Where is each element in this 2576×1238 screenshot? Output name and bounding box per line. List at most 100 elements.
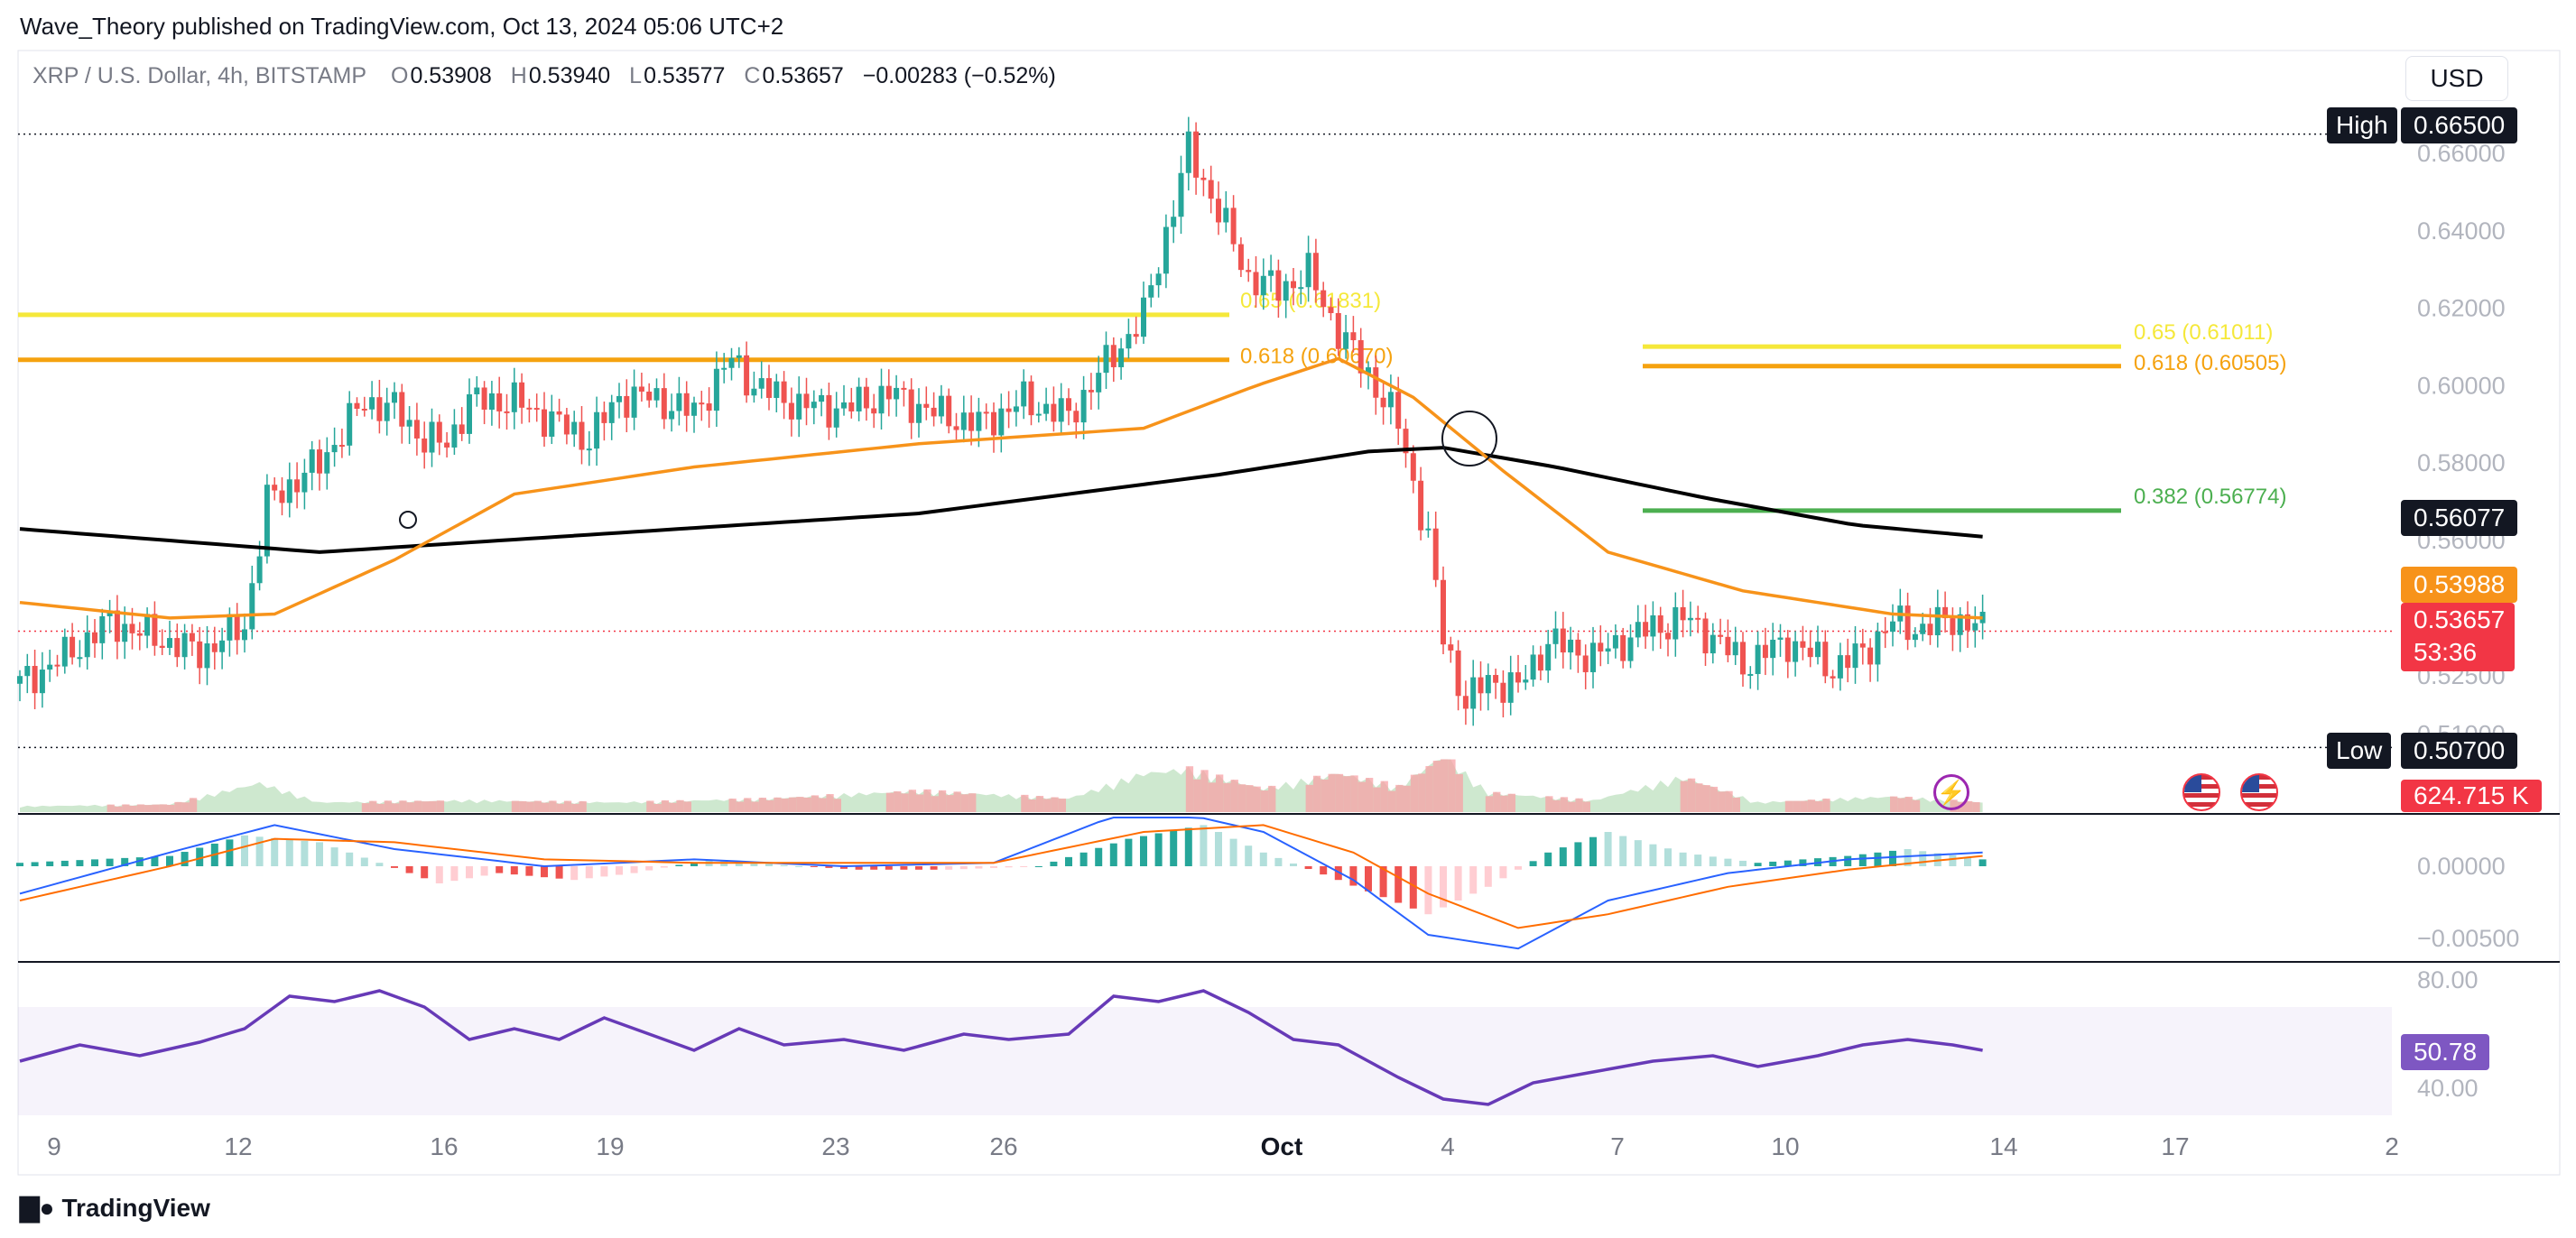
lightning-event-icon[interactable]: ⚡ <box>1933 774 1969 810</box>
volume-bar <box>1043 799 1052 812</box>
candle-body <box>1904 605 1911 641</box>
candle-body <box>1126 334 1132 349</box>
y-tick-label: 0.64000 <box>2417 217 2506 245</box>
candle-body <box>1268 270 1274 276</box>
rsi-tag: 50.78 <box>2401 1034 2490 1070</box>
candle-body <box>436 421 442 443</box>
volume-bar <box>1335 773 1344 812</box>
volume-bar <box>1784 800 1793 812</box>
volume-bar <box>1507 793 1515 812</box>
candle-countdown: 53:36 <box>2414 638 2478 666</box>
candle-body <box>1005 408 1012 412</box>
volume-bar <box>796 797 804 812</box>
currency-button[interactable]: USD <box>2405 56 2508 101</box>
volume-bar <box>653 803 662 812</box>
macd-hist-bar <box>405 866 413 873</box>
volume-bar <box>968 793 977 812</box>
candle-body <box>841 402 847 409</box>
volume-bar <box>1732 797 1740 812</box>
volume-bar <box>1246 785 1254 812</box>
macd-hist-bar <box>360 857 368 866</box>
volume-bar <box>819 798 827 812</box>
volume-bar <box>1965 800 1973 812</box>
macd-hist-bar <box>1559 847 1567 866</box>
volume-bar <box>1485 796 1494 812</box>
candle-body <box>1418 480 1424 531</box>
volume-tag: 624.715 K <box>2401 780 2542 812</box>
macd-hist-bar <box>1694 855 1702 866</box>
candle-body <box>219 640 226 652</box>
macd-hist-bar <box>1949 855 1957 866</box>
candle-body <box>1073 411 1080 423</box>
macd-hist-bar <box>330 847 338 866</box>
candle-body <box>1328 307 1334 313</box>
candle-body <box>631 386 637 418</box>
macd-hist-bar <box>1304 866 1312 870</box>
candle-body <box>1163 226 1169 274</box>
candle-body <box>1568 639 1574 653</box>
volume-bar <box>1403 785 1411 812</box>
x-tick-label: 10 <box>1771 1132 1799 1160</box>
candle-body <box>174 638 181 658</box>
candle-body <box>916 403 922 423</box>
candle-body <box>526 407 533 410</box>
macd-hist-bar <box>1020 866 1028 867</box>
candle-body <box>736 355 742 358</box>
fib-label: 0.618 (0.60505) <box>2134 351 2286 375</box>
macd-hist-bar <box>301 840 309 866</box>
macd-hist-bar <box>990 866 997 868</box>
x-tick-label: 23 <box>821 1132 849 1160</box>
macd-hist-bar <box>1454 866 1462 901</box>
candle-body <box>1673 606 1679 640</box>
candle-body <box>354 402 360 409</box>
candle-body <box>706 403 712 411</box>
candle-body <box>1635 622 1641 638</box>
candle-body <box>399 392 405 427</box>
macd-tick-label: −0.00500 <box>2417 925 2519 952</box>
volume-bar <box>1695 783 1703 812</box>
volume-bar <box>728 799 737 812</box>
candle-body <box>1912 633 1918 641</box>
candle-body <box>1373 367 1379 398</box>
volume-bar <box>392 803 400 812</box>
macd-hist-bar <box>616 866 623 875</box>
macd-hist-bar <box>1005 866 1013 868</box>
candle-body <box>242 629 247 641</box>
symbol-title[interactable]: XRP / U.S. Dollar, 4h, BITSTAMP <box>32 63 367 88</box>
macd-hist-bar <box>1109 843 1117 866</box>
macd-hist-bar <box>1334 866 1342 881</box>
macd-hist-bar <box>1649 844 1657 866</box>
macd-hist-bar <box>31 862 39 866</box>
candle-body <box>32 666 38 694</box>
candle-body <box>1523 679 1529 683</box>
us-flag-icon[interactable] <box>2182 773 2220 811</box>
candle-body <box>1455 650 1461 697</box>
candle-body <box>923 403 930 408</box>
volume-bar <box>1560 797 1569 812</box>
footer-brand[interactable]: ▇● TradingView <box>20 1193 210 1223</box>
candle-body <box>1425 528 1432 531</box>
candle-body <box>616 395 622 402</box>
macd-hist-bar <box>1634 840 1642 866</box>
macd-hist-bar <box>285 839 293 866</box>
macd-hist-bar <box>1395 866 1403 903</box>
us-flag-icon[interactable] <box>2240 773 2278 811</box>
candle-body <box>1148 285 1154 298</box>
x-tick-label: 19 <box>596 1132 624 1160</box>
rsi-tick-label: 80.00 <box>2417 966 2479 993</box>
candle-body <box>1478 677 1484 694</box>
candle-body <box>84 632 90 658</box>
candle-body <box>863 386 869 409</box>
low-tag-label: Low <box>2327 733 2392 769</box>
fib-label: 0.382 (0.56774) <box>2134 485 2286 509</box>
candle-body <box>774 381 780 398</box>
candle-body <box>301 472 308 493</box>
candle-body <box>653 388 660 401</box>
macd-hist-bar <box>765 864 773 866</box>
candle-body <box>1650 614 1656 637</box>
macd-hist-bar <box>825 866 833 868</box>
volume-bar <box>1260 790 1269 812</box>
volume-bar <box>781 798 789 812</box>
candle-body <box>1185 131 1191 173</box>
